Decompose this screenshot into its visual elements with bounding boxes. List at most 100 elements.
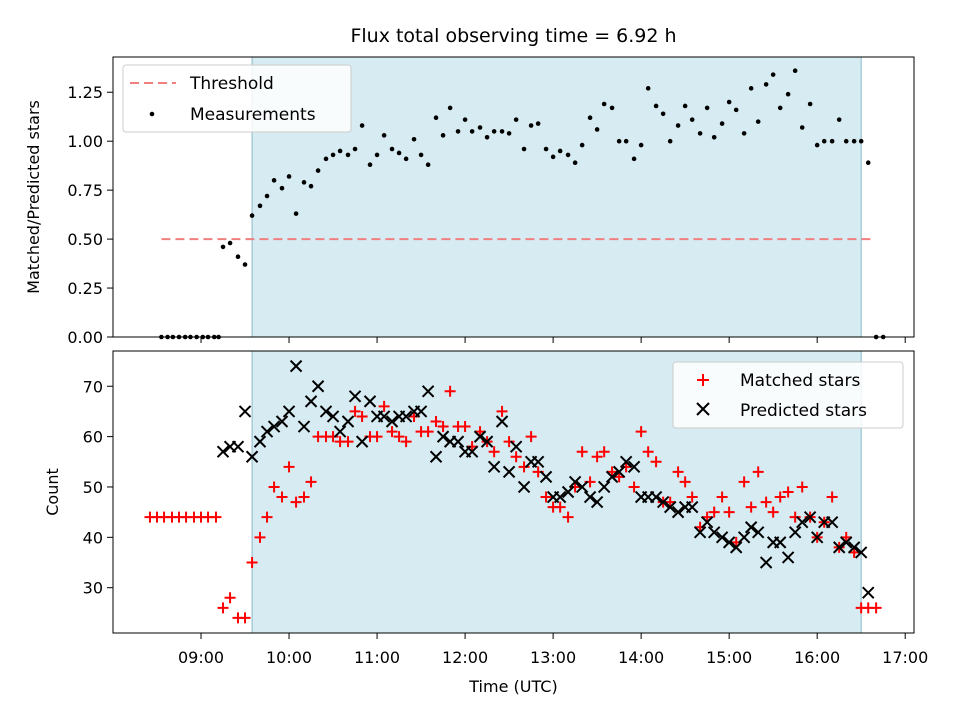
- measurement-point: [359, 123, 365, 128]
- predicted-star-point: [788, 526, 802, 539]
- predicted-star-point: [627, 460, 641, 474]
- predicted-star-point: [509, 440, 523, 453]
- predicted-star-point: [297, 420, 311, 433]
- predicted-star-point: [722, 536, 736, 549]
- measurement-point: [381, 133, 387, 138]
- top-y-axis: 0.00 0.25 0.50 0.75 1.00 1.25: [67, 83, 113, 347]
- measurement-point: [623, 138, 629, 144]
- matched-star-point: [283, 461, 295, 473]
- matched-star-point: [444, 385, 456, 397]
- predicted-star-point: [597, 480, 611, 494]
- matched-star-point: [672, 466, 684, 478]
- measurement-point: [616, 138, 622, 144]
- predicted-star-point: [847, 541, 861, 554]
- measurement-point: [264, 193, 270, 199]
- matched-star-point: [774, 491, 786, 503]
- measurement-point: [418, 152, 424, 158]
- predicted-star-point: [649, 490, 663, 504]
- measurement-point: [594, 127, 600, 132]
- matched-star-point: [224, 592, 236, 604]
- predicted-star-point: [619, 455, 633, 468]
- measurement-point: [227, 240, 233, 246]
- predicted-star-point: [260, 425, 274, 438]
- measurement-point: [733, 107, 739, 113]
- measurement-point: [741, 131, 747, 136]
- matched-star-point: [591, 451, 603, 463]
- matched-star-point: [349, 405, 361, 417]
- matched-star-point: [723, 506, 735, 518]
- measurement-point: [667, 138, 673, 144]
- matched-star-point: [738, 476, 750, 488]
- top-y-tick-label: 0.25: [67, 279, 103, 298]
- predicted-star-point: [311, 380, 325, 393]
- measurement-point: [528, 123, 534, 128]
- measurement-point: [755, 119, 761, 124]
- predicted-star-point: [385, 415, 399, 428]
- predicted-star-point: [568, 475, 582, 489]
- measurement-point: [814, 142, 820, 148]
- top-y-tick-label: 1.25: [67, 83, 103, 102]
- top-x-ticks: [200, 337, 906, 343]
- top-observing-span: [251, 56, 862, 338]
- predicted-star-point: [480, 435, 494, 448]
- matched-star-point: [525, 431, 537, 443]
- matched-star-point: [356, 410, 368, 422]
- bottom-y-tick-label: 70: [83, 377, 103, 396]
- bottom-y-axis-label: Count: [43, 468, 62, 516]
- matched-star-point: [510, 451, 522, 463]
- matched-star-point: [789, 511, 801, 523]
- predicted-star-point: [517, 480, 531, 494]
- bottom-y-tick-label: 60: [83, 428, 103, 447]
- measurement-point: [403, 156, 409, 162]
- measurement-point: [726, 99, 732, 105]
- top-panel: 0.00 0.25 0.50 0.75 1.00 1.25 Flux total obse…: [24, 25, 915, 347]
- predicted-star-point: [495, 415, 509, 428]
- measurement-point: [308, 183, 314, 189]
- predicted-star-point: [487, 460, 501, 474]
- matched-star-point: [239, 612, 251, 624]
- matched-star-point: [518, 461, 530, 473]
- bottom-y-tick-label: 30: [83, 579, 103, 598]
- matched-star-point: [386, 426, 398, 438]
- measurement-point: [374, 152, 380, 158]
- measurement-point: [682, 103, 688, 109]
- predicted-star-point: [421, 385, 435, 398]
- matched-star-point: [745, 501, 757, 513]
- measurement-point: [799, 125, 805, 130]
- bottom-axes-frame: [112, 350, 915, 634]
- predicted-star-point: [502, 465, 516, 479]
- predicted-star-point: [773, 536, 787, 549]
- predicted-star-point: [333, 425, 347, 438]
- predicted-star-point: [348, 390, 362, 403]
- measurement-point: [477, 125, 483, 130]
- predicted-star-point: [744, 521, 758, 534]
- matched-star-point: [276, 491, 288, 503]
- predicted-star-point: [583, 490, 597, 504]
- matched-star-point: [826, 491, 838, 503]
- measurement-point: [550, 154, 556, 160]
- matched-star-point: [261, 511, 273, 523]
- measurement-point: [352, 146, 358, 152]
- measurement-point: [777, 105, 783, 111]
- predicted-star-point: [363, 395, 377, 408]
- measurement-point: [447, 105, 453, 111]
- measurement-point: [609, 105, 615, 111]
- measurement-point: [660, 111, 666, 117]
- measurement-point: [396, 150, 402, 156]
- predicted-star-point: [707, 526, 721, 539]
- top-y-tick-label: 0.00: [67, 328, 103, 347]
- predicted-star-point: [663, 500, 677, 514]
- measurement-point: [271, 178, 277, 183]
- predicted-star-point: [840, 536, 853, 549]
- measurement-point: [323, 156, 329, 162]
- measurement-point: [719, 121, 725, 126]
- predicted-star-point: [253, 435, 267, 448]
- measurement-point: [865, 160, 871, 166]
- predicted-star-point: [355, 435, 369, 448]
- matched-star-point: [305, 476, 317, 488]
- matched-star-point: [422, 426, 434, 438]
- measurement-point: [843, 138, 849, 144]
- x-tick-label: 15:00: [706, 648, 752, 667]
- measurement-point: [704, 105, 710, 111]
